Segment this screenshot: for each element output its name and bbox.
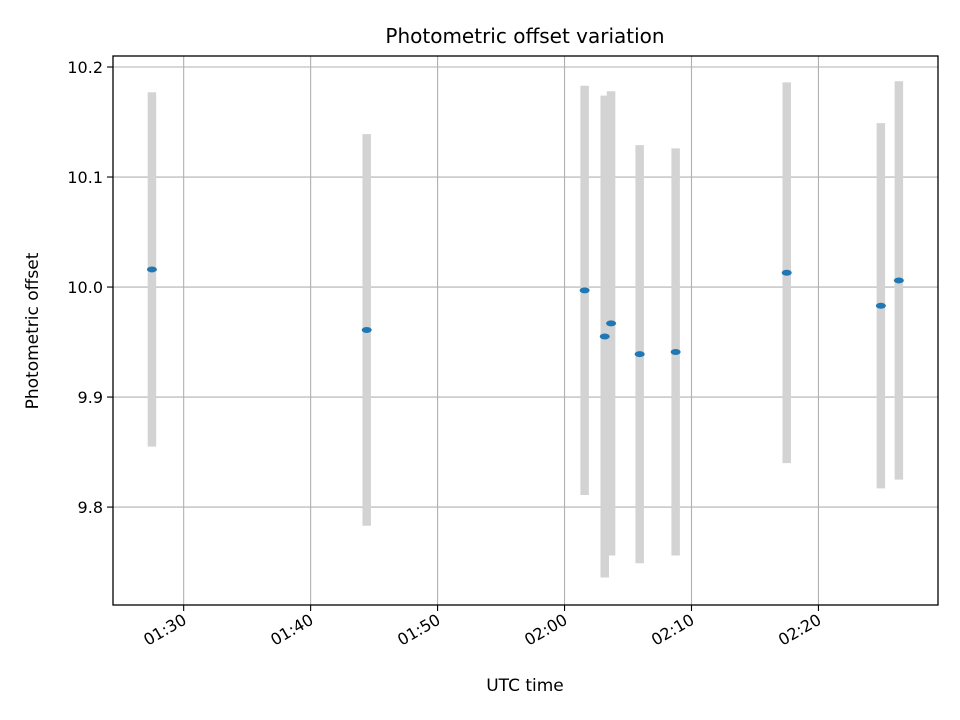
data-point	[670, 348, 681, 355]
data-point	[875, 302, 886, 309]
data-point	[146, 266, 157, 273]
x-axis-label: UTC time	[486, 676, 564, 696]
x-tick-label: 01:30	[140, 610, 189, 650]
error-bars	[147, 81, 904, 578]
x-tick-label: 01:50	[394, 610, 443, 650]
x-axis-ticks: 01:30 01:40 01:50 02:00 02:10 02:20	[140, 605, 824, 650]
y-tick-label: 9.9	[78, 388, 103, 407]
x-tick-label: 02:10	[648, 610, 697, 650]
x-tick-label: 01:40	[267, 610, 316, 650]
data-point	[893, 277, 904, 284]
y-tick-label: 9.8	[78, 498, 103, 517]
y-axis-label: Photometric offset	[23, 252, 43, 409]
data-point	[361, 326, 372, 333]
data-point	[634, 351, 645, 358]
x-tick-label: 02:00	[521, 610, 570, 650]
chart-title: Photometric offset variation	[385, 24, 664, 48]
data-point	[781, 269, 792, 276]
x-tick-label: 02:20	[775, 610, 824, 650]
y-axis-ticks: 9.8 9.9 10.0 10.1 10.2	[67, 58, 113, 517]
data-points	[146, 266, 904, 358]
grid	[113, 56, 938, 605]
plot-frame	[112, 55, 939, 606]
y-tick-label: 10.2	[67, 58, 103, 77]
data-point	[606, 320, 617, 327]
y-tick-label: 10.0	[67, 278, 103, 297]
y-tick-label: 10.1	[67, 168, 103, 187]
data-point	[579, 287, 590, 294]
data-point	[599, 333, 610, 340]
